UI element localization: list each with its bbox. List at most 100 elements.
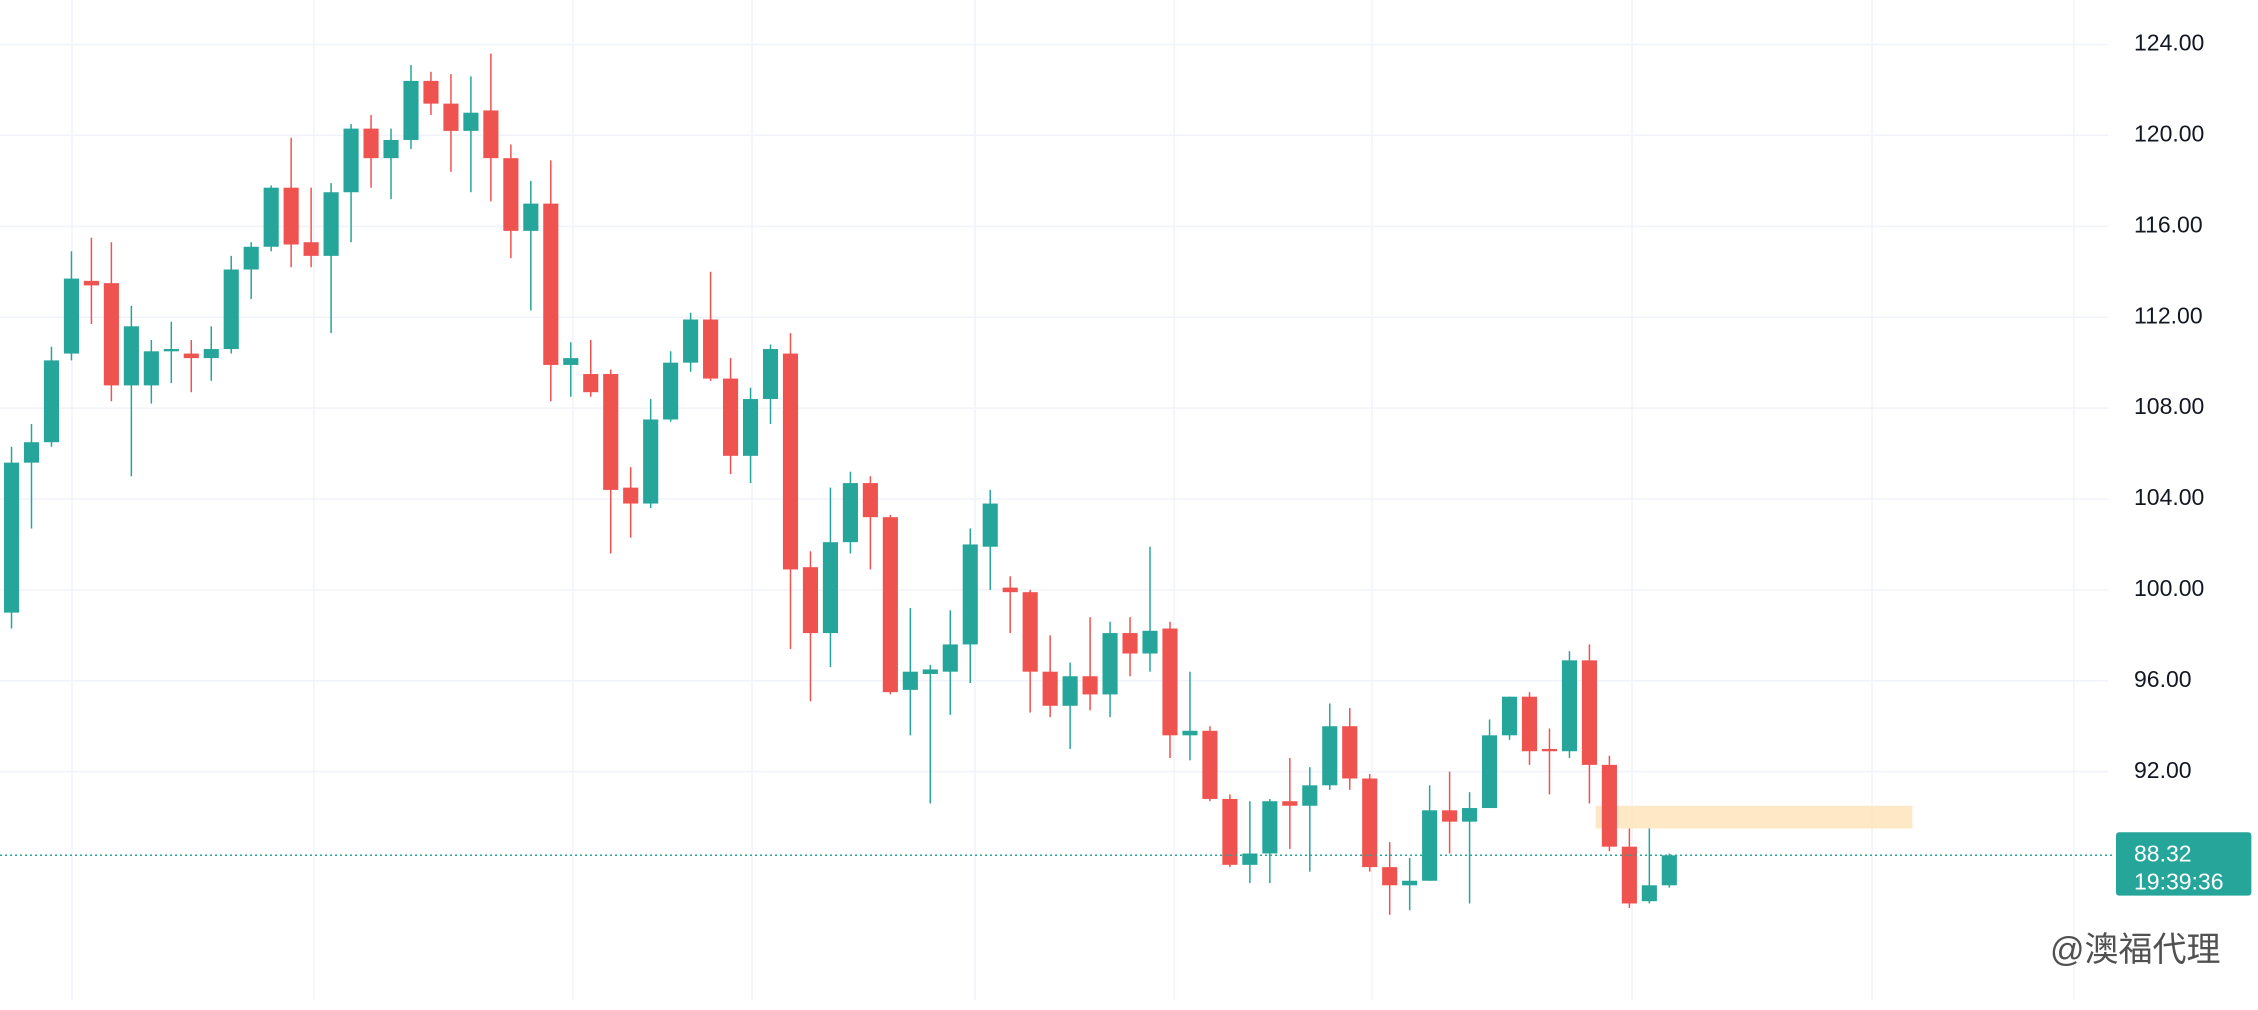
candle-body (922, 669, 938, 674)
candle-body (403, 80, 419, 140)
candle-body (283, 187, 299, 245)
candle-body (483, 110, 499, 159)
candle-body (1541, 748, 1558, 752)
candle-body (1462, 808, 1478, 822)
last-price-label: 88.32 (2134, 840, 2192, 866)
y-tick-label: 124.00 (2134, 30, 2204, 56)
candle-body (623, 487, 639, 504)
candle-body (1002, 587, 1018, 593)
candle-body (23, 442, 40, 463)
candle-body (243, 246, 259, 270)
candle-body (423, 80, 439, 104)
watermark: @澳福代理 (2050, 931, 2221, 969)
candle-body (1382, 867, 1398, 886)
candle-body (1042, 671, 1058, 706)
vertical-grid (71, 0, 2075, 1000)
y-tick-label: 116.00 (2134, 211, 2203, 237)
candle-body (303, 242, 319, 256)
candle-body (103, 283, 119, 386)
candle-body (1242, 853, 1258, 865)
candle-body (842, 483, 858, 543)
candle-body (183, 353, 199, 359)
candle-body (663, 362, 679, 420)
candle-body (383, 139, 399, 159)
candle-body (543, 203, 559, 365)
candle-body (1362, 778, 1378, 868)
candle-body (223, 269, 239, 350)
candle-body (1022, 592, 1038, 672)
candle-body (1601, 764, 1617, 847)
candle-body (323, 192, 339, 256)
candle-body (83, 280, 99, 286)
candle-body (1641, 885, 1657, 902)
candle-body (343, 128, 359, 193)
candle-body (822, 542, 838, 634)
candle-body (982, 503, 998, 547)
candle-body (1402, 880, 1418, 886)
candle-body (962, 544, 978, 645)
candle-body (1202, 730, 1218, 799)
candle-body (583, 374, 599, 393)
candle-body (1142, 630, 1158, 654)
last-price-box (2115, 832, 2252, 896)
candle-body (683, 319, 699, 363)
candle-body (1302, 785, 1318, 806)
candle-body (703, 319, 719, 379)
candle-body (1621, 846, 1637, 904)
candle-body (723, 378, 739, 456)
candle-body (63, 278, 80, 354)
candle-body (1182, 730, 1198, 736)
candle-body (143, 351, 159, 386)
candle-body (203, 349, 219, 359)
candle-body (1162, 628, 1178, 736)
candle-body (1581, 660, 1597, 765)
candle-body (1222, 798, 1238, 865)
candle-body (882, 517, 898, 693)
candle-body (1422, 810, 1438, 881)
candle-body (263, 187, 279, 247)
candle-body (563, 358, 579, 365)
candle-body (443, 103, 459, 131)
y-tick-label: 100.00 (2134, 575, 2204, 601)
candle-body (802, 567, 819, 634)
candle-body (1661, 855, 1677, 886)
candle-body (1342, 726, 1358, 779)
candle-body (1521, 696, 1538, 752)
candle-body (1122, 633, 1138, 654)
y-tick-label: 120.00 (2134, 121, 2204, 147)
candle-body (1262, 801, 1278, 854)
candle-body (1062, 676, 1078, 706)
candle-body (643, 419, 659, 504)
candle-body (1442, 810, 1458, 822)
candle-body (363, 128, 379, 159)
y-tick-label: 92.00 (2134, 757, 2192, 783)
candle-body (902, 671, 918, 690)
candle-body (163, 349, 179, 352)
zone (1595, 805, 1913, 829)
candle-body (1322, 726, 1338, 786)
y-tick-label: 104.00 (2134, 484, 2204, 510)
candle-body (862, 483, 878, 518)
candle-body (1102, 633, 1118, 695)
candle-body (1561, 660, 1578, 752)
candle-body (3, 462, 20, 613)
candle-body (1481, 735, 1498, 809)
candle-body (503, 158, 519, 231)
countdown-label: 19:39:36 (2134, 868, 2224, 894)
candle-body (123, 326, 139, 386)
candle-body (43, 360, 60, 443)
candle-body (1282, 801, 1298, 806)
candle-body (1082, 676, 1098, 695)
candle-body (463, 112, 479, 131)
candle-body (782, 353, 799, 570)
candle-body (523, 203, 539, 231)
candle-body (942, 644, 958, 672)
y-tick-label: 108.00 (2134, 393, 2204, 419)
candle-body (742, 399, 759, 456)
candle-body (1501, 696, 1518, 736)
y-tick-label: 112.00 (2134, 302, 2203, 328)
candle-body (762, 349, 779, 400)
y-tick-label: 96.00 (2134, 666, 2192, 692)
candle-body (603, 374, 619, 490)
